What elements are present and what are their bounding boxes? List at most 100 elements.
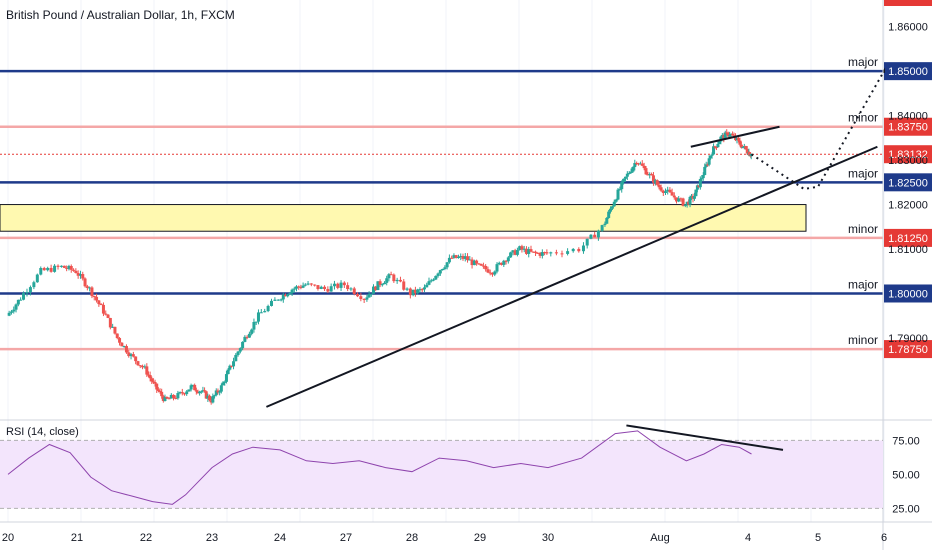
candle-body xyxy=(346,285,350,290)
candle-body xyxy=(425,284,429,288)
candle-body xyxy=(349,288,353,290)
candle-body xyxy=(226,369,230,375)
candle-body xyxy=(203,390,207,392)
candle-body xyxy=(359,296,363,300)
candle-body xyxy=(74,270,78,274)
candle-body xyxy=(309,283,313,285)
candle-body xyxy=(208,395,212,401)
candle-body xyxy=(303,284,307,286)
candle-body xyxy=(42,268,46,271)
candle-body xyxy=(709,155,713,159)
candle-body xyxy=(679,198,683,200)
candle-body xyxy=(509,252,513,258)
candle-body xyxy=(323,286,327,290)
candle-body xyxy=(369,293,373,295)
candle-body xyxy=(111,326,115,328)
candle-body xyxy=(701,175,705,179)
y-tick-label: 1.86000 xyxy=(888,22,928,34)
candle-body xyxy=(468,259,472,261)
x-tick-label: 4 xyxy=(745,532,751,544)
candle-body xyxy=(513,250,517,255)
candle-body xyxy=(495,264,499,272)
candle-body xyxy=(642,165,646,169)
candle-body xyxy=(92,296,96,298)
candle-body xyxy=(104,313,108,315)
candle-body xyxy=(640,163,644,166)
candle-body xyxy=(434,275,438,280)
candle-body xyxy=(143,366,147,368)
candle-body xyxy=(32,282,36,288)
candle-body xyxy=(664,191,667,193)
candle-body xyxy=(395,279,399,282)
candle-body xyxy=(211,396,215,403)
candle-body xyxy=(218,391,222,393)
level-label-major: major xyxy=(848,277,878,291)
candle-body xyxy=(706,164,710,166)
candle-body xyxy=(389,274,393,276)
level-label-minor: minor xyxy=(848,333,878,347)
candle-body xyxy=(259,312,263,314)
candle-body xyxy=(286,294,290,297)
candle-body xyxy=(520,246,524,250)
candle-body xyxy=(726,132,730,137)
candle-body xyxy=(256,312,260,322)
price-tag-label: 1.80000 xyxy=(888,288,928,300)
candle-body xyxy=(189,385,193,390)
candle-body xyxy=(101,304,105,314)
candle-body xyxy=(161,396,165,401)
candle-body xyxy=(383,282,386,285)
candle-body xyxy=(113,326,117,334)
candle-body xyxy=(398,279,402,282)
candle-body xyxy=(279,299,283,301)
candle-body xyxy=(668,189,672,193)
candle-body xyxy=(19,299,23,301)
candle-body xyxy=(651,175,655,183)
candle-body xyxy=(657,184,661,188)
candle-body xyxy=(25,292,29,294)
candle-body xyxy=(387,274,391,279)
candle-body xyxy=(174,397,178,399)
candle-body xyxy=(481,265,485,267)
candle-body xyxy=(463,256,467,259)
candle-body xyxy=(250,329,254,334)
candle-body xyxy=(681,198,685,206)
candle-body xyxy=(243,336,247,342)
candle-body xyxy=(739,144,743,148)
candle-body xyxy=(194,390,198,392)
candle-body xyxy=(700,178,704,180)
candle-body xyxy=(577,248,581,252)
price-tag-label: 1.82500 xyxy=(888,177,928,189)
candle-body xyxy=(744,146,748,150)
price-tag-bg xyxy=(884,340,932,359)
candle-body xyxy=(150,378,154,382)
candle-body xyxy=(566,251,570,254)
candle-body xyxy=(199,391,203,393)
candle-body xyxy=(281,294,285,300)
candle-body xyxy=(9,311,13,313)
candle-body xyxy=(290,289,294,294)
candle-body xyxy=(299,287,303,289)
price-tag-label: 1.83750 xyxy=(888,122,928,134)
candle-body xyxy=(728,134,732,137)
candle-body xyxy=(372,286,375,294)
top-price-tag-bg xyxy=(884,0,932,6)
projection-path xyxy=(750,67,885,191)
candle-body xyxy=(723,132,727,140)
candle-body xyxy=(461,255,465,259)
candle-body xyxy=(747,152,751,156)
candle-body xyxy=(56,265,60,267)
candle-body xyxy=(445,262,449,268)
candle-body xyxy=(515,249,519,255)
candle-body xyxy=(422,287,426,290)
candle-body xyxy=(241,341,245,349)
candle-body xyxy=(500,262,504,265)
x-tick-label: 30 xyxy=(542,532,554,544)
candle-body xyxy=(522,248,526,250)
candle-body xyxy=(502,260,506,265)
price-tag-bg xyxy=(884,62,932,81)
candle-body xyxy=(12,309,16,312)
candle-body xyxy=(185,391,189,395)
candle-body xyxy=(648,174,652,176)
candle-body xyxy=(745,149,749,154)
